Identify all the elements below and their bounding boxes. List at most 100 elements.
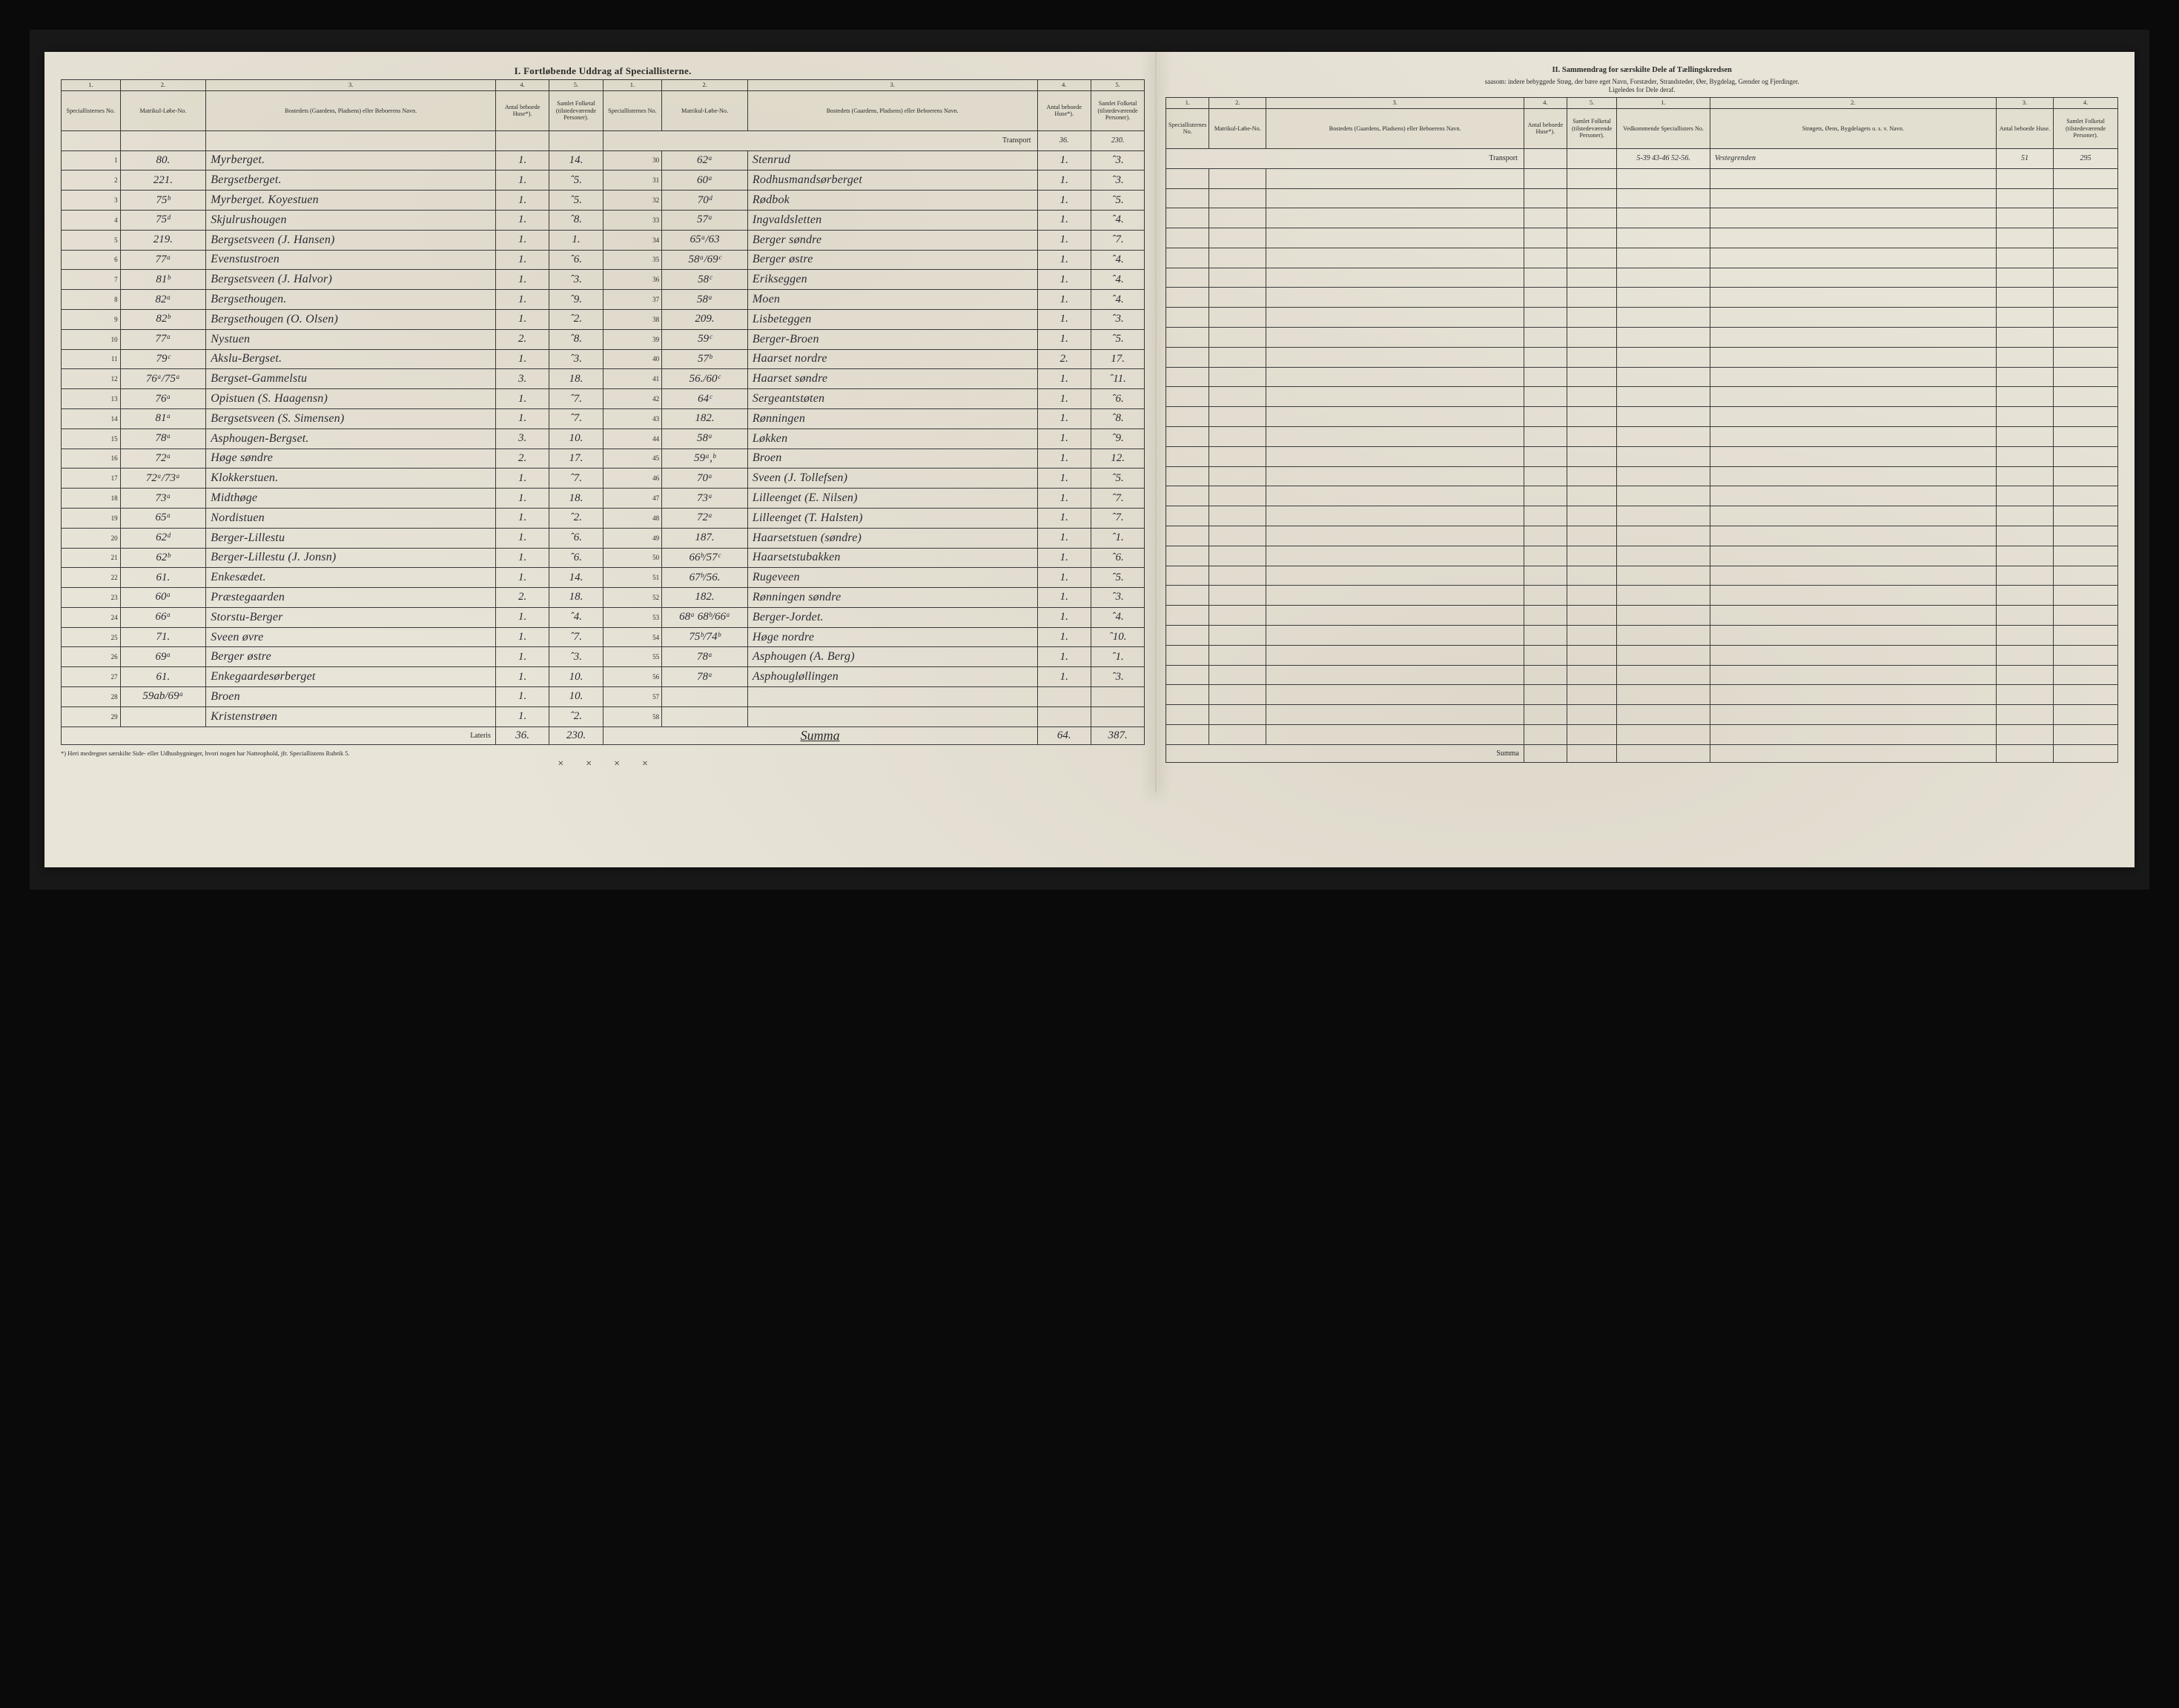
table-row xyxy=(1166,606,2118,626)
cell-h: 1. xyxy=(495,250,549,270)
cell-mat: 59ᵃ,ᵇ xyxy=(662,448,748,469)
cell xyxy=(1524,288,1567,308)
cell xyxy=(1996,705,2053,725)
cell-rownum: 11 xyxy=(62,349,121,369)
table-row xyxy=(1166,268,2118,288)
cell xyxy=(1266,288,1524,308)
cell-name: Berger østre xyxy=(206,647,496,667)
cell-p: 12. xyxy=(1091,448,1144,469)
cell-p: ˆ9. xyxy=(549,290,603,310)
hdr-no: Speciallisternes No. xyxy=(603,90,662,130)
cell xyxy=(1209,506,1266,526)
cell-rownum: 40 xyxy=(603,349,662,369)
cell xyxy=(2054,387,2118,407)
summa-label: Summa xyxy=(1166,744,1524,762)
table-row xyxy=(1166,308,2118,328)
cell-h: 1. xyxy=(495,528,549,548)
cell-name: Rugeveen xyxy=(747,568,1037,588)
cell xyxy=(1710,427,1996,447)
table-row: 475ᵈSkjulrushougen1.ˆ8.3357ᵃIngvaldslett… xyxy=(62,210,1145,230)
cell-p: ˆ1. xyxy=(1091,528,1144,548)
cell xyxy=(1266,168,1524,188)
cell xyxy=(1996,288,2053,308)
cell-h: 1. xyxy=(1037,548,1091,568)
cell xyxy=(1567,248,1617,268)
cell-name: Kristenstrøen xyxy=(206,706,496,726)
table-row xyxy=(1166,427,2118,447)
section-2-subtitle: saasom: indere bebyggede Strøg, der bære… xyxy=(1165,78,2118,95)
transport-h: 36. xyxy=(1037,130,1091,150)
cell xyxy=(1567,586,1617,606)
cell-name xyxy=(747,687,1037,707)
cell xyxy=(1166,685,1209,705)
cell xyxy=(1166,188,1209,208)
cell xyxy=(1524,586,1567,606)
colnum: 2. xyxy=(662,80,748,91)
cell-mat: 73ᵃ xyxy=(120,489,206,509)
cell xyxy=(1166,288,1209,308)
cell xyxy=(1617,328,1710,348)
cell xyxy=(1266,407,1524,427)
cell xyxy=(1524,427,1567,447)
cell xyxy=(1209,705,1266,725)
cell xyxy=(1710,328,1996,348)
cell-name: Berger-Jordet. xyxy=(747,607,1037,627)
cell xyxy=(2054,645,2118,665)
table-row: 2162ᵇBerger-Lillestu (J. Jonsn)1.ˆ6.5066… xyxy=(62,548,1145,568)
cell xyxy=(1209,566,1266,586)
cell xyxy=(1524,725,1567,745)
cell xyxy=(1567,367,1617,387)
cell-mat: 78ᵃ xyxy=(662,647,748,667)
cell-name: Berger-Lillestu (J. Jonsn) xyxy=(206,548,496,568)
cell-name: Evenstustroen xyxy=(206,250,496,270)
cell xyxy=(1710,407,1996,427)
cell xyxy=(1567,228,1617,248)
cell-p: ˆ8. xyxy=(1091,408,1144,428)
cell-h: 1. xyxy=(1037,230,1091,250)
cell xyxy=(1209,446,1266,466)
cell-p: ˆ1. xyxy=(1091,647,1144,667)
cell-p: ˆ9. xyxy=(1091,428,1144,448)
cell-h: 1. xyxy=(495,389,549,409)
cell xyxy=(1524,148,1567,168)
table-row xyxy=(1166,288,2118,308)
cell-name: Broen xyxy=(206,687,496,707)
cell xyxy=(1166,208,1209,228)
cell-h: 1. xyxy=(495,408,549,428)
cell xyxy=(1996,308,2053,328)
cell-mat: 187. xyxy=(662,528,748,548)
cell-rownum: 27 xyxy=(62,667,121,687)
cell xyxy=(1166,328,1209,348)
cell-name: Erikseggen xyxy=(747,270,1037,290)
cell-rownum: 2 xyxy=(62,171,121,191)
table-row xyxy=(1166,486,2118,506)
cell-name: Asphougen (A. Berg) xyxy=(747,647,1037,667)
cell-h: 2. xyxy=(495,448,549,469)
cell-p: 18. xyxy=(549,588,603,608)
cell-rownum: 3 xyxy=(62,191,121,211)
cell xyxy=(1524,744,1567,762)
hdr-p: Samlet Folketal (tilstedeværende Persone… xyxy=(1567,108,1617,148)
cell-p: ˆ4. xyxy=(1091,270,1144,290)
cell xyxy=(1996,744,2053,762)
cell xyxy=(1996,188,2053,208)
cell-p: ˆ3. xyxy=(549,647,603,667)
colnum: 4. xyxy=(495,80,549,91)
cell-p: 10. xyxy=(549,428,603,448)
cell xyxy=(1996,606,2053,626)
cell xyxy=(1710,446,1996,466)
cell-rownum: 32 xyxy=(603,191,662,211)
cell xyxy=(1266,248,1524,268)
cell-name: Lilleenget (E. Nilsen) xyxy=(747,489,1037,509)
cell xyxy=(1996,387,2053,407)
table-row: 29Kristenstrøen1.ˆ2.58 xyxy=(62,706,1145,726)
cell-h: 2. xyxy=(1037,349,1091,369)
cell-rownum: 6 xyxy=(62,250,121,270)
cell-name: Bergsethougen (O. Olsen) xyxy=(206,309,496,329)
cell xyxy=(1166,387,1209,407)
cell xyxy=(1996,446,2053,466)
cell-name: Enkesædet. xyxy=(206,568,496,588)
cell-name: Sergeantstøten xyxy=(747,389,1037,409)
p2-str: Vestegrenden xyxy=(1710,148,1996,168)
cell-rownum: 54 xyxy=(603,627,662,647)
